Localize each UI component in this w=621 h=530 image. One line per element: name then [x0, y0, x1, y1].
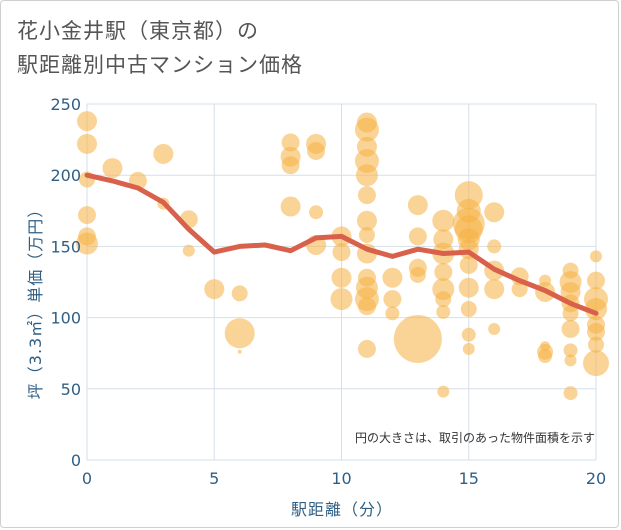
data-bubble	[332, 243, 351, 262]
data-bubble	[538, 349, 553, 364]
data-bubble	[354, 117, 379, 142]
data-bubble	[590, 250, 602, 263]
data-bubble	[587, 322, 605, 341]
data-bubble	[358, 227, 375, 244]
data-bubble	[460, 301, 477, 318]
data-bubble	[280, 196, 301, 217]
data-bubble	[281, 133, 300, 152]
x-tick-label: 5	[209, 469, 219, 488]
data-bubble	[309, 205, 324, 220]
data-bubble	[78, 206, 96, 225]
data-bubble	[458, 277, 479, 298]
data-bubble	[564, 354, 577, 367]
data-bubble	[409, 266, 426, 283]
data-bubble	[408, 227, 427, 246]
data-bubble	[563, 386, 578, 401]
data-bubble	[357, 186, 376, 205]
data-bubble	[307, 141, 326, 160]
size-note: 円の大きさは、取引のあった物件面積を示す	[355, 430, 595, 445]
y-tick-label: 250	[50, 95, 81, 114]
data-bubble	[383, 290, 402, 309]
data-bubble	[355, 164, 378, 187]
data-bubble	[583, 350, 609, 377]
data-bubble	[437, 385, 450, 398]
data-bubble	[77, 133, 97, 154]
data-bubble	[237, 349, 242, 354]
data-bubble	[204, 279, 225, 300]
x-tick-label: 20	[586, 469, 606, 488]
y-axis-label: 坪（3.3㎡）単価（万円）	[26, 200, 45, 400]
y-tick-label: 0	[71, 451, 81, 470]
data-bubble	[357, 339, 376, 358]
data-bubble	[357, 297, 376, 316]
data-bubble	[432, 209, 455, 232]
data-bubble	[585, 298, 607, 321]
data-bubble	[153, 143, 174, 164]
y-tick-label: 200	[50, 166, 81, 185]
title-line-1: 花小金井駅（東京都）の	[17, 19, 259, 43]
bubble-series	[76, 111, 609, 401]
data-bubble	[588, 336, 604, 353]
y-tick-label: 100	[50, 309, 81, 328]
data-bubble	[356, 210, 377, 231]
data-bubble	[330, 288, 353, 311]
data-bubble	[77, 111, 97, 132]
data-bubble	[102, 158, 123, 179]
data-bubble	[382, 267, 403, 288]
data-bubble	[407, 195, 428, 216]
data-bubble	[224, 318, 255, 349]
x-tick-label: 15	[459, 469, 479, 488]
data-bubble	[182, 244, 195, 257]
data-bubble	[461, 327, 476, 342]
data-bubble	[393, 314, 442, 363]
data-bubble	[487, 239, 502, 254]
data-bubble	[76, 232, 98, 255]
trend-line	[84, 172, 599, 316]
data-bubble	[561, 319, 580, 338]
data-bubble	[563, 343, 578, 358]
title-line-2: 駅距離別中古マンション価格	[17, 53, 303, 77]
x-tick-label: 10	[331, 469, 351, 488]
data-bubble	[511, 281, 528, 298]
data-bubble	[331, 267, 352, 288]
data-bubble	[562, 305, 579, 322]
data-bubble	[435, 291, 452, 308]
x-axis-label: 駅距離（分）	[290, 500, 394, 519]
y-tick-label: 150	[50, 237, 81, 256]
data-bubble	[587, 271, 605, 290]
data-bubble	[434, 263, 453, 282]
x-tick-label: 0	[82, 469, 92, 488]
data-bubble	[231, 285, 248, 302]
y-tick-label: 50	[61, 380, 81, 399]
data-bubble	[484, 202, 505, 223]
data-bubble	[488, 322, 501, 335]
data-bubble	[462, 342, 475, 355]
data-bubble	[484, 279, 505, 300]
data-bubble	[436, 304, 451, 319]
chart-title: 花小金井駅（東京都）の 駅距離別中古マンション価格	[17, 14, 303, 82]
data-bubble	[459, 255, 478, 274]
data-bubble	[385, 306, 400, 321]
data-bubble	[281, 156, 300, 175]
